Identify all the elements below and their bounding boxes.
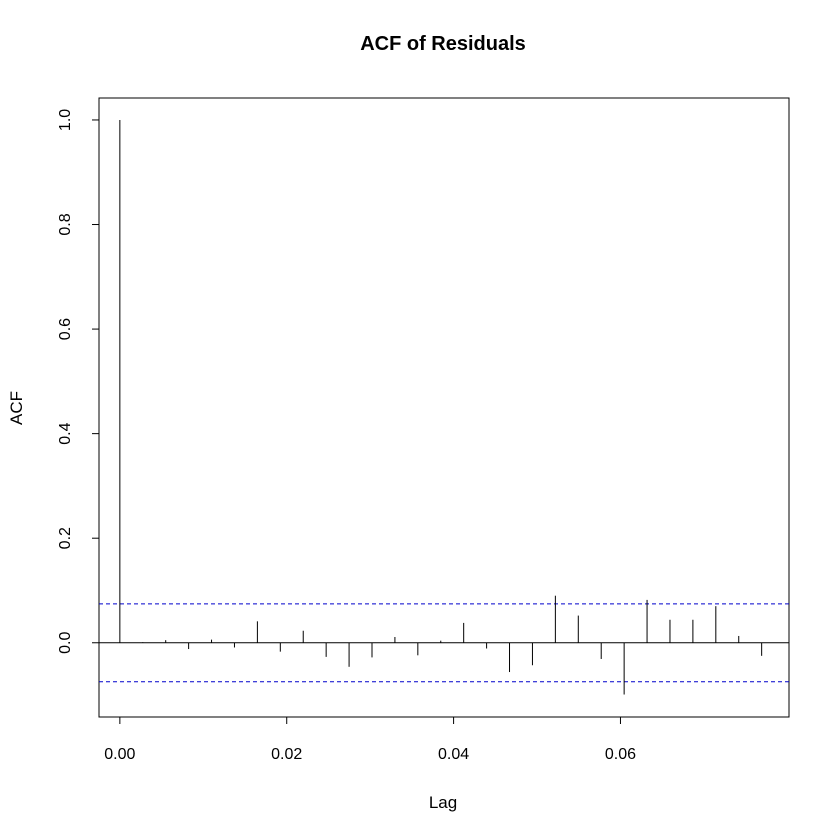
x-axis-label: Lag — [429, 793, 457, 812]
y-tick-label: 0.0 — [57, 632, 74, 654]
y-tick-label: 0.6 — [57, 318, 74, 340]
plot-frame — [98, 97, 790, 718]
y-axis-label: ACF — [7, 391, 26, 425]
y-axis: 0.0 0.2 0.4 0.6 0.8 1.0 — [57, 109, 100, 654]
y-tick-label: 0.8 — [57, 213, 74, 235]
x-tick-label: 0.02 — [271, 746, 302, 763]
acf-spikes — [119, 119, 763, 695]
x-tick-label: 0.04 — [438, 746, 469, 763]
chart-title: ACF of Residuals — [360, 33, 526, 55]
y-tick-label: 0.4 — [57, 422, 74, 444]
confidence-bounds — [99, 603, 789, 683]
x-tick-label: 0.00 — [104, 746, 135, 763]
x-tick-label: 0.06 — [605, 746, 636, 763]
x-axis: 0.00 0.02 0.04 0.06 — [104, 716, 636, 763]
y-tick-label: 1.0 — [57, 109, 74, 131]
y-tick-label: 0.2 — [57, 527, 74, 549]
